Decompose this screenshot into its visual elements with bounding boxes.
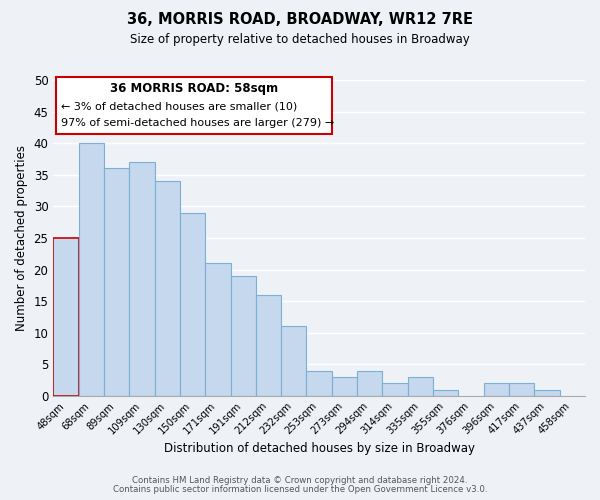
FancyBboxPatch shape [56, 77, 332, 134]
Bar [53, 238, 79, 396]
Bar [484, 384, 509, 396]
Bar [357, 370, 382, 396]
Text: Contains public sector information licensed under the Open Government Licence v3: Contains public sector information licen… [113, 485, 487, 494]
Bar [408, 377, 433, 396]
Bar [433, 390, 458, 396]
Bar [281, 326, 307, 396]
X-axis label: Distribution of detached houses by size in Broadway: Distribution of detached houses by size … [164, 442, 475, 455]
Bar [535, 390, 560, 396]
Bar [332, 377, 357, 396]
Bar [307, 370, 332, 396]
Bar [382, 384, 408, 396]
Bar [180, 212, 205, 396]
Bar [509, 384, 535, 396]
Bar [256, 295, 281, 396]
Bar [129, 162, 155, 396]
Y-axis label: Number of detached properties: Number of detached properties [15, 145, 28, 331]
Text: Size of property relative to detached houses in Broadway: Size of property relative to detached ho… [130, 32, 470, 46]
Bar [155, 181, 180, 396]
Text: 36, MORRIS ROAD, BROADWAY, WR12 7RE: 36, MORRIS ROAD, BROADWAY, WR12 7RE [127, 12, 473, 28]
Bar [205, 264, 230, 396]
Text: ← 3% of detached houses are smaller (10): ← 3% of detached houses are smaller (10) [61, 102, 298, 112]
Text: Contains HM Land Registry data © Crown copyright and database right 2024.: Contains HM Land Registry data © Crown c… [132, 476, 468, 485]
Bar [79, 143, 104, 396]
Text: 97% of semi-detached houses are larger (279) →: 97% of semi-detached houses are larger (… [61, 118, 334, 128]
Text: 36 MORRIS ROAD: 58sqm: 36 MORRIS ROAD: 58sqm [110, 82, 278, 94]
Bar [230, 276, 256, 396]
Bar [104, 168, 129, 396]
